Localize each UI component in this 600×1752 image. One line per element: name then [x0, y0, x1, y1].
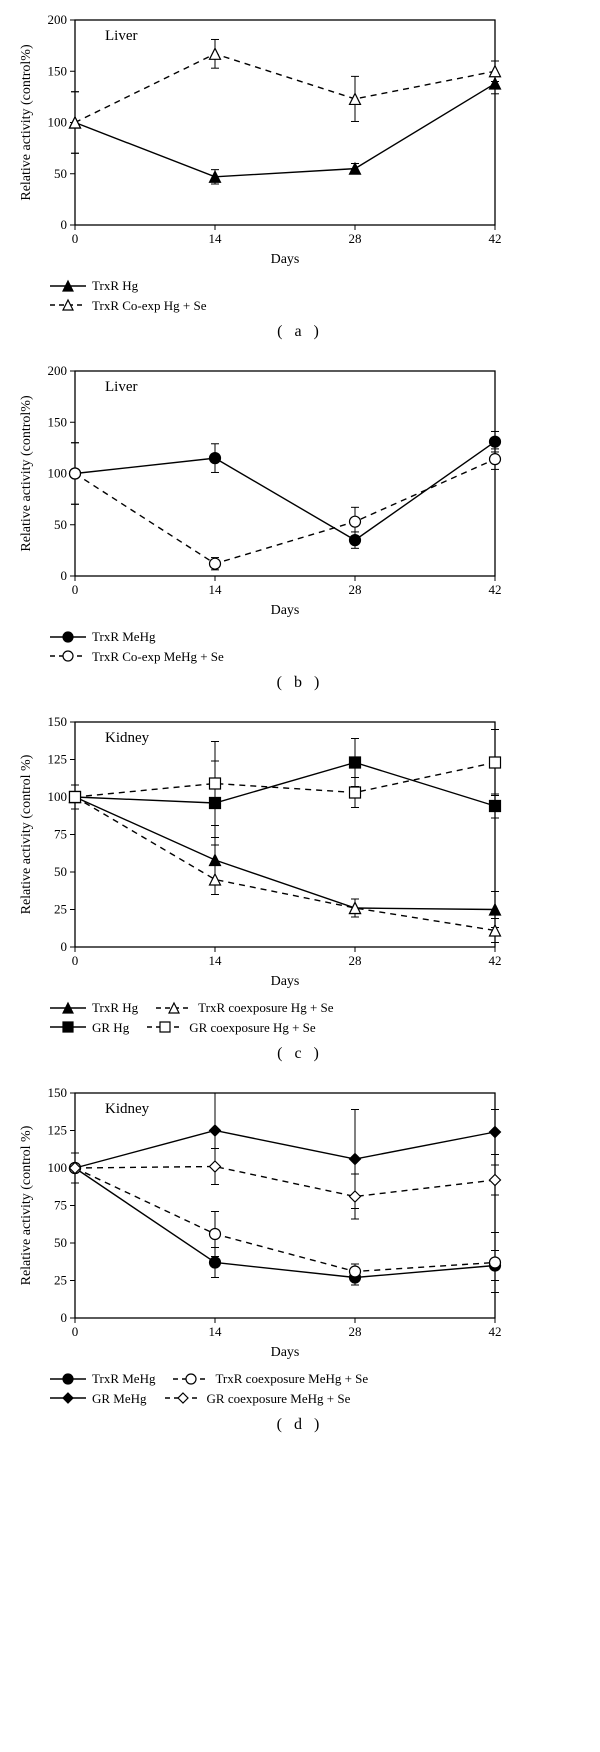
caption-a: ( a ): [10, 323, 590, 341]
svg-text:Relative activity (control%): Relative activity (control%): [19, 395, 34, 552]
svg-text:28: 28: [349, 231, 362, 246]
legend-label: TrxR coexposure Hg + Se: [198, 998, 333, 1018]
svg-text:14: 14: [209, 582, 223, 597]
svg-text:200: 200: [48, 12, 68, 27]
svg-text:Liver: Liver: [105, 28, 137, 44]
svg-text:42: 42: [489, 231, 502, 246]
legend-label: TrxR Hg: [92, 998, 138, 1018]
svg-text:125: 125: [48, 1123, 68, 1138]
legend-a: TrxR HgTrxR Co-exp Hg + Se: [50, 276, 590, 315]
legend-label: GR coexposure MeHg + Se: [207, 1389, 351, 1409]
legend-label: TrxR Co-exp MeHg + Se: [92, 647, 224, 667]
svg-text:150: 150: [48, 63, 68, 78]
svg-text:100: 100: [48, 789, 68, 804]
svg-text:150: 150: [48, 414, 68, 429]
svg-text:0: 0: [61, 217, 68, 232]
caption-c: ( c ): [10, 1045, 590, 1063]
legend-c: TrxR Hg TrxR coexposure Hg + Se GR Hg GR co…: [50, 998, 590, 1037]
chart-d: 0 25 50 75 100 125 150 0 14 28 42 Days Relative acti…: [10, 1083, 510, 1363]
legend-b: TrxR MeHgTrxR Co-exp MeHg + Se: [50, 627, 590, 666]
figure-root: 0 50 100 150 200 0 14 28 42 Days Relative activity…: [10, 10, 590, 1434]
legend-label: TrxR coexposure MeHg + Se: [215, 1369, 368, 1389]
svg-text:50: 50: [54, 166, 67, 181]
svg-text:14: 14: [209, 953, 223, 968]
svg-text:75: 75: [54, 1198, 67, 1213]
svg-text:42: 42: [489, 1324, 502, 1339]
legend-label: GR MeHg: [92, 1389, 147, 1409]
svg-text:Days: Days: [271, 1345, 300, 1360]
svg-text:Relative activity (control%): Relative activity (control%): [19, 44, 34, 201]
svg-text:Relative activity (control %): Relative activity (control %): [19, 1125, 34, 1285]
legend-label: GR coexposure Hg + Se: [189, 1018, 315, 1038]
svg-text:Kidney: Kidney: [105, 730, 150, 746]
legend-d: TrxR MeHg TrxR coexposure MeHg + Se GR MeH…: [50, 1369, 590, 1408]
legend-label: TrxR MeHg: [92, 627, 155, 647]
svg-text:100: 100: [48, 466, 68, 481]
legend-label: GR Hg: [92, 1018, 129, 1038]
svg-text:0: 0: [61, 568, 68, 583]
svg-text:28: 28: [349, 582, 362, 597]
legend-label: TrxR Co-exp Hg + Se: [92, 296, 206, 316]
svg-text:50: 50: [54, 864, 67, 879]
svg-text:28: 28: [349, 953, 362, 968]
svg-text:0: 0: [72, 1324, 79, 1339]
chart-a: 0 50 100 150 200 0 14 28 42 Days Relative activity…: [10, 10, 510, 270]
svg-text:0: 0: [61, 1310, 68, 1325]
svg-text:Relative activity (control %): Relative activity (control %): [19, 754, 34, 914]
svg-text:0: 0: [72, 231, 79, 246]
svg-text:0: 0: [72, 953, 79, 968]
svg-text:Days: Days: [271, 252, 300, 267]
caption-d: ( d ): [10, 1416, 590, 1434]
svg-text:50: 50: [54, 517, 67, 532]
svg-text:Days: Days: [271, 603, 300, 618]
svg-text:75: 75: [54, 827, 67, 842]
svg-text:150: 150: [48, 1085, 68, 1100]
svg-text:28: 28: [349, 1324, 362, 1339]
svg-text:Days: Days: [271, 974, 300, 989]
svg-text:0: 0: [61, 939, 68, 954]
svg-text:Kidney: Kidney: [105, 1101, 150, 1117]
svg-text:Liver: Liver: [105, 379, 137, 395]
svg-text:125: 125: [48, 752, 68, 767]
caption-b: ( b ): [10, 674, 590, 692]
chart-b: 0 50 100 150 200 0 14 28 42 Days Relative activity…: [10, 361, 510, 621]
svg-text:100: 100: [48, 1160, 68, 1175]
svg-text:14: 14: [209, 1324, 223, 1339]
svg-text:42: 42: [489, 953, 502, 968]
svg-text:50: 50: [54, 1235, 67, 1250]
panel-d: 0 25 50 75 100 125 150 0 14 28 42 Days Relative acti…: [10, 1083, 590, 1434]
legend-label: TrxR MeHg: [92, 1369, 155, 1389]
svg-text:42: 42: [489, 582, 502, 597]
svg-text:150: 150: [48, 714, 68, 729]
panel-a: 0 50 100 150 200 0 14 28 42 Days Relative activity…: [10, 10, 590, 341]
legend-label: TrxR Hg: [92, 276, 138, 296]
svg-text:25: 25: [54, 902, 67, 917]
svg-text:25: 25: [54, 1273, 67, 1288]
svg-text:200: 200: [48, 363, 68, 378]
chart-c: 0 25 50 75 100 125 150 0 14 28 42 Days Relative acti…: [10, 712, 510, 992]
svg-text:100: 100: [48, 115, 68, 130]
svg-text:0: 0: [72, 582, 79, 597]
svg-text:14: 14: [209, 231, 223, 246]
panel-b: 0 50 100 150 200 0 14 28 42 Days Relative activity…: [10, 361, 590, 692]
panel-c: 0 25 50 75 100 125 150 0 14 28 42 Days Relative acti…: [10, 712, 590, 1063]
